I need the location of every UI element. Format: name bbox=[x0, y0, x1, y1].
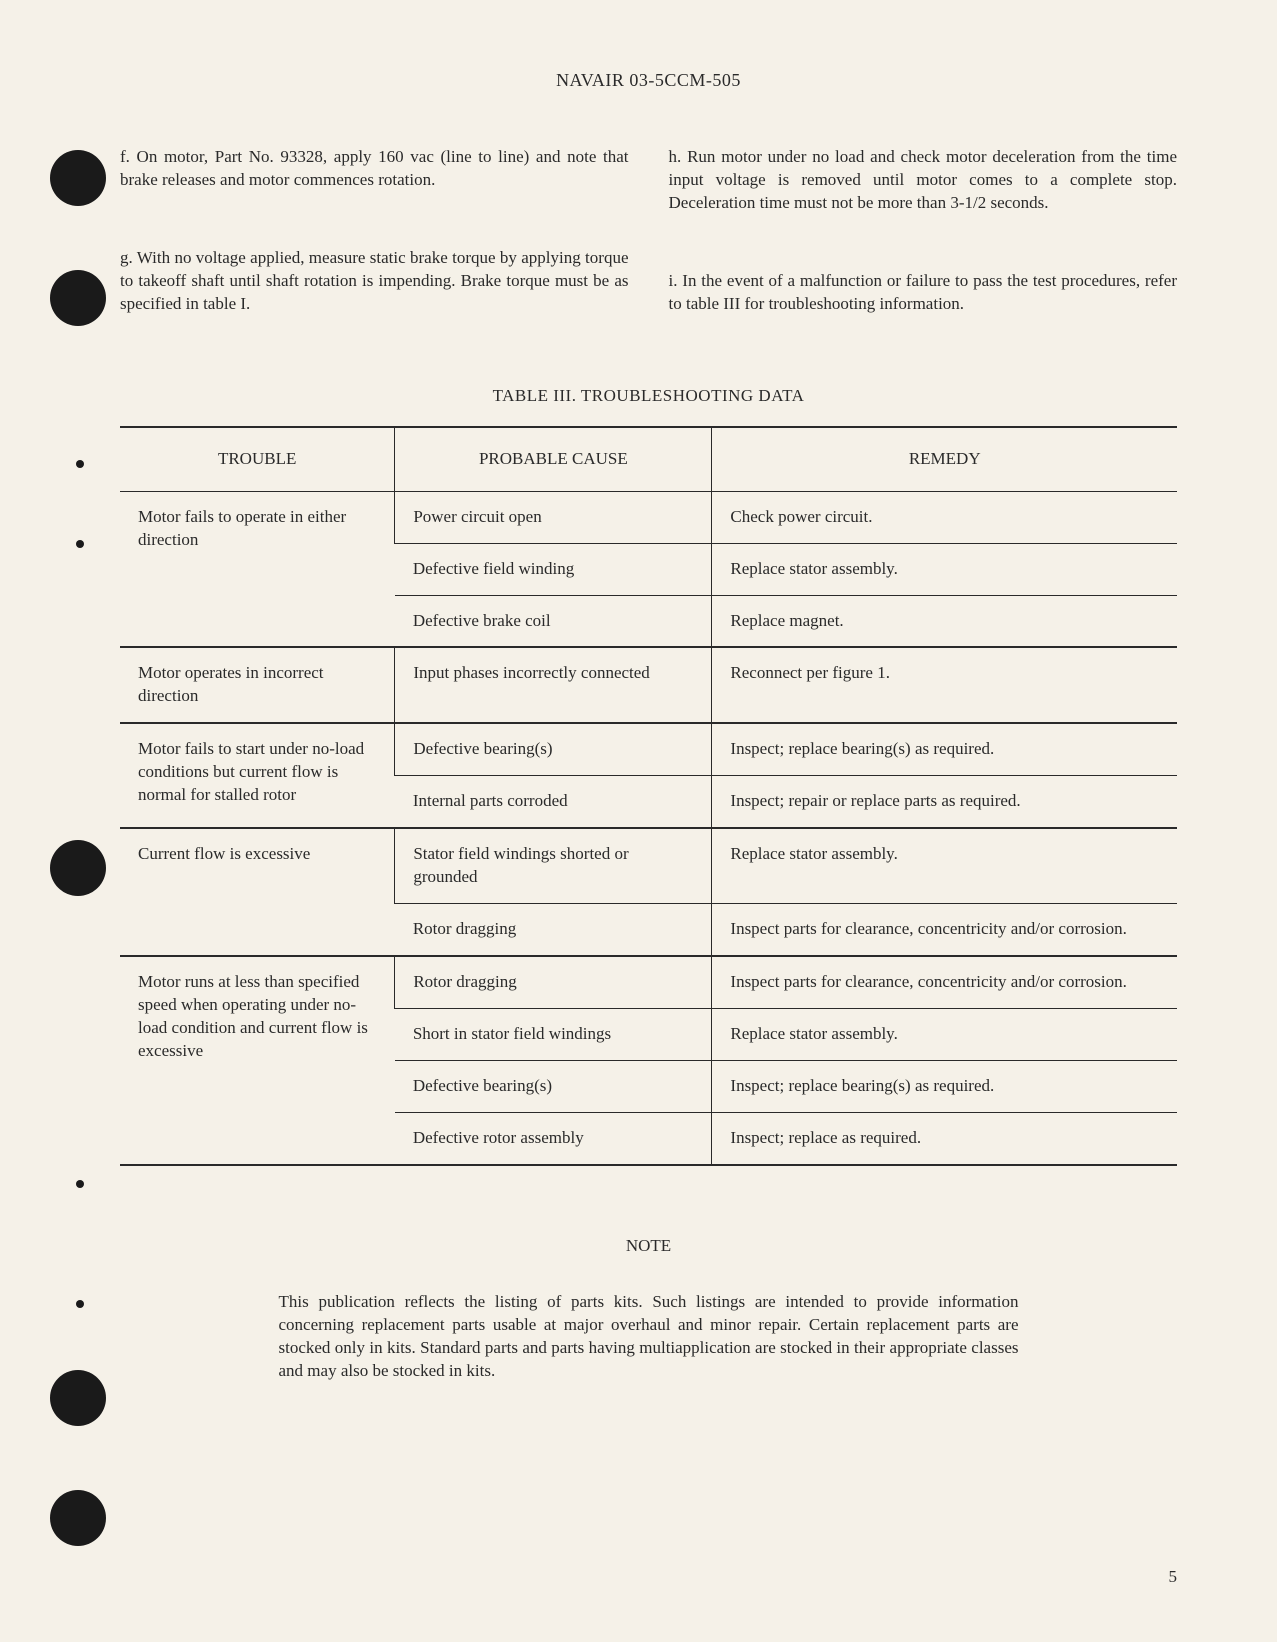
right-column: h. Run motor under no load and check mot… bbox=[669, 146, 1178, 316]
cell-remedy: Inspect; repair or replace parts as requ… bbox=[712, 776, 1177, 828]
header-trouble: TROUBLE bbox=[120, 427, 395, 491]
cell-cause: Stator field windings shorted or grounde… bbox=[395, 828, 712, 903]
header-cause: PROBABLE CAUSE bbox=[395, 427, 712, 491]
left-column: f. On motor, Part No. 93328, apply 160 v… bbox=[120, 146, 629, 316]
punch-hole bbox=[50, 270, 106, 326]
cell-remedy: Inspect parts for clearance, concentrici… bbox=[712, 956, 1177, 1008]
cell-trouble: Current flow is excessive bbox=[120, 828, 395, 956]
cell-cause: Defective rotor assembly bbox=[395, 1112, 712, 1164]
cell-cause: Defective brake coil bbox=[395, 595, 712, 647]
troubleshooting-table: TROUBLE PROBABLE CAUSE REMEDY Motor fail… bbox=[120, 426, 1177, 1166]
table-row: Motor runs at less than specified speed … bbox=[120, 956, 1177, 1008]
header-remedy: REMEDY bbox=[712, 427, 1177, 491]
cell-cause: Input phases incorrectly connected bbox=[395, 647, 712, 723]
cell-cause: Rotor dragging bbox=[395, 956, 712, 1008]
cell-remedy: Inspect; replace as required. bbox=[712, 1112, 1177, 1164]
troubleshooting-table-section: TABLE III. TROUBLESHOOTING DATA TROUBLE … bbox=[120, 386, 1177, 1166]
cell-trouble: Motor runs at less than specified speed … bbox=[120, 956, 395, 1165]
page-mark bbox=[76, 1180, 84, 1188]
table-title: TABLE III. TROUBLESHOOTING DATA bbox=[120, 386, 1177, 406]
note-label: NOTE bbox=[120, 1236, 1177, 1256]
page-mark bbox=[76, 1300, 84, 1308]
page-number: 5 bbox=[1169, 1567, 1178, 1587]
cell-cause: Defective bearing(s) bbox=[395, 723, 712, 775]
document-header: NAVAIR 03-5CCM-505 bbox=[120, 70, 1177, 91]
paragraph-h: h. Run motor under no load and check mot… bbox=[669, 146, 1178, 215]
paragraph-g: g. With no voltage applied, measure stat… bbox=[120, 247, 629, 316]
cell-remedy: Check power circuit. bbox=[712, 491, 1177, 543]
cell-remedy: Replace stator assembly. bbox=[712, 543, 1177, 595]
cell-remedy: Replace stator assembly. bbox=[712, 1008, 1177, 1060]
cell-remedy: Replace stator assembly. bbox=[712, 828, 1177, 903]
table-row: Motor operates in incorrect direction In… bbox=[120, 647, 1177, 723]
cell-cause: Short in stator field windings bbox=[395, 1008, 712, 1060]
body-columns: f. On motor, Part No. 93328, apply 160 v… bbox=[120, 146, 1177, 316]
cell-cause: Rotor dragging bbox=[395, 904, 712, 956]
page-mark bbox=[76, 460, 84, 468]
cell-cause: Defective field winding bbox=[395, 543, 712, 595]
table-row: Motor fails to operate in either directi… bbox=[120, 491, 1177, 543]
punch-hole bbox=[50, 840, 106, 896]
cell-trouble: Motor operates in incorrect direction bbox=[120, 647, 395, 723]
cell-cause: Power circuit open bbox=[395, 491, 712, 543]
cell-trouble: Motor fails to start under no-load condi… bbox=[120, 723, 395, 828]
page-mark bbox=[76, 540, 84, 548]
punch-hole bbox=[50, 1370, 106, 1426]
cell-remedy: Reconnect per figure 1. bbox=[712, 647, 1177, 723]
cell-remedy: Inspect; replace bearing(s) as required. bbox=[712, 1060, 1177, 1112]
cell-remedy: Replace magnet. bbox=[712, 595, 1177, 647]
cell-trouble: Motor fails to operate in either directi… bbox=[120, 491, 395, 647]
cell-remedy: Inspect; replace bearing(s) as required. bbox=[712, 723, 1177, 775]
cell-cause: Internal parts corroded bbox=[395, 776, 712, 828]
paragraph-i: i. In the event of a malfunction or fail… bbox=[669, 270, 1178, 316]
table-header-row: TROUBLE PROBABLE CAUSE REMEDY bbox=[120, 427, 1177, 491]
cell-cause: Defective bearing(s) bbox=[395, 1060, 712, 1112]
paragraph-f: f. On motor, Part No. 93328, apply 160 v… bbox=[120, 146, 629, 192]
punch-hole bbox=[50, 150, 106, 206]
table-row: Current flow is excessive Stator field w… bbox=[120, 828, 1177, 903]
note-body: This publication reflects the listing of… bbox=[279, 1291, 1019, 1383]
table-row: Motor fails to start under no-load condi… bbox=[120, 723, 1177, 775]
cell-remedy: Inspect parts for clearance, concentrici… bbox=[712, 904, 1177, 956]
punch-hole bbox=[50, 1490, 106, 1546]
